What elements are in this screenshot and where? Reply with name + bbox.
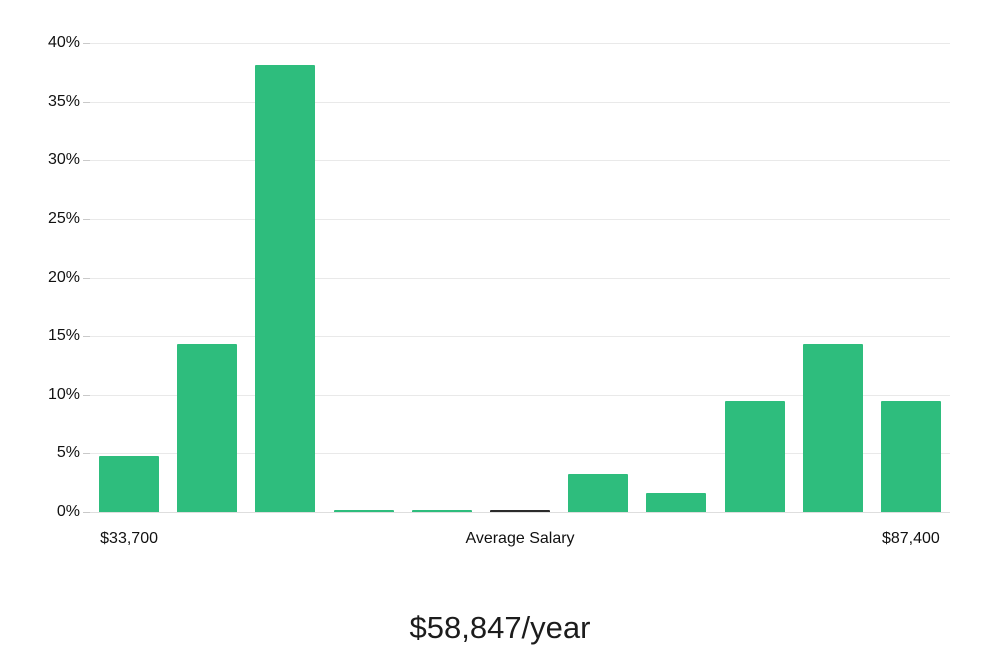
histogram-bar [255, 65, 316, 512]
histogram-bar [646, 493, 707, 512]
y-tick-mark [83, 160, 90, 162]
y-tick-mark [83, 43, 90, 44]
gridline [90, 218, 950, 220]
histogram-bar [568, 474, 629, 512]
gridline [90, 101, 950, 103]
histogram-bar [333, 510, 394, 512]
gridline [90, 512, 950, 513]
y-tick-label: 15% [47, 327, 80, 345]
histogram-bar [411, 510, 472, 512]
histogram-bar [724, 400, 785, 512]
y-tick-label: 5% [56, 444, 80, 462]
y-tick-label: 20% [47, 268, 80, 286]
histogram-bar [99, 455, 160, 512]
histogram-bar [177, 344, 238, 512]
average-marker-bar [490, 510, 550, 512]
y-tick-label: 35% [47, 92, 80, 110]
gridline [90, 394, 950, 396]
y-tick-label: 30% [47, 151, 80, 169]
chart-title: $58,847/year [409, 610, 591, 645]
y-tick-mark [83, 336, 90, 338]
x-axis-label: $33,700 [100, 530, 158, 547]
y-tick-label: 40% [47, 34, 80, 51]
y-tick-label: 25% [47, 209, 80, 227]
histogram-bar [880, 400, 941, 512]
y-tick-mark [83, 453, 90, 455]
y-tick-mark [83, 394, 90, 396]
gridline [90, 277, 950, 279]
y-tick-mark [83, 218, 90, 220]
gridline [90, 453, 950, 455]
plot-area [90, 43, 950, 513]
gridline [90, 43, 950, 44]
y-tick-mark [83, 512, 90, 513]
gridline [90, 336, 950, 338]
histogram-bar [802, 344, 863, 512]
x-axis-label: $87,400 [881, 530, 940, 547]
x-axis-label: Average Salary [465, 530, 575, 547]
y-tick-mark [83, 277, 90, 279]
y-tick-label: 10% [47, 385, 80, 403]
y-tick-mark [83, 101, 90, 103]
gridline [90, 160, 950, 162]
y-tick-label: 0% [56, 503, 80, 520]
